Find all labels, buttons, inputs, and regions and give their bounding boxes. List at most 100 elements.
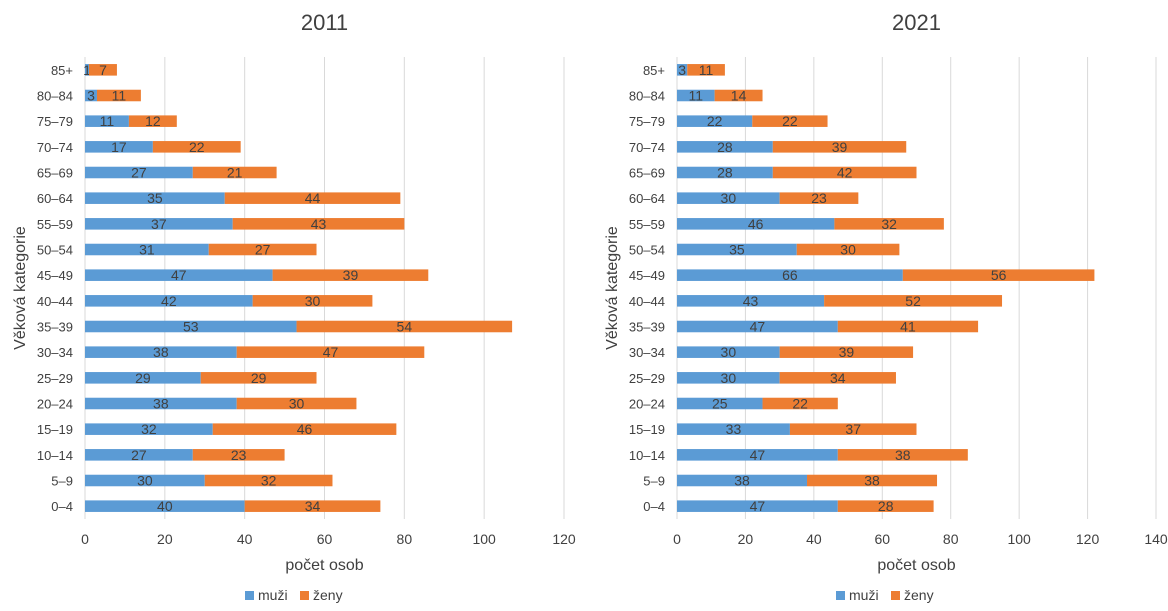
bar-zeny bbox=[772, 166, 917, 179]
legend-label: ženy bbox=[313, 587, 343, 603]
bar-muzi bbox=[85, 89, 97, 102]
data-label: 46 bbox=[748, 216, 764, 232]
bar-muzi bbox=[677, 64, 688, 76]
legend-label: muži bbox=[849, 587, 879, 603]
bar-muzi bbox=[85, 64, 89, 76]
bar-zeny bbox=[789, 423, 917, 435]
category-label: 0–4 bbox=[51, 499, 73, 514]
category-label: 40–44 bbox=[37, 294, 73, 309]
bar-zeny bbox=[714, 89, 763, 102]
x-tick-label: 140 bbox=[1144, 531, 1168, 547]
bar-muzi bbox=[85, 141, 153, 153]
data-label: 17 bbox=[111, 139, 127, 155]
data-label: 39 bbox=[839, 344, 855, 360]
bar-muzi bbox=[677, 295, 825, 307]
bar-muzi bbox=[85, 500, 245, 512]
data-label: 32 bbox=[261, 473, 277, 489]
category-label: 35–39 bbox=[37, 320, 73, 335]
bar-muzi bbox=[85, 166, 193, 179]
data-label: 23 bbox=[811, 190, 827, 206]
x-tick-label: 20 bbox=[157, 531, 173, 547]
data-label: 12 bbox=[145, 113, 161, 129]
bar-muzi bbox=[85, 192, 225, 204]
bar-zeny bbox=[232, 218, 405, 230]
category-label: 30–34 bbox=[629, 345, 665, 360]
x-tick-label: 20 bbox=[738, 531, 754, 547]
legend-swatch-zeny bbox=[300, 591, 309, 600]
chart-2021: 2021 0 20 40 60 80 100 120 140 0–4 47 28 5–9 38 38 10–1… bbox=[584, 0, 1168, 611]
data-label: 47 bbox=[750, 447, 766, 463]
data-label: 47 bbox=[750, 498, 766, 514]
x-tick-label: 80 bbox=[397, 531, 413, 547]
bar-muzi bbox=[85, 218, 233, 230]
data-label: 27 bbox=[131, 165, 147, 181]
bar-muzi bbox=[677, 423, 790, 435]
data-label: 30 bbox=[840, 242, 856, 258]
category-label: 60–64 bbox=[37, 191, 73, 206]
chart-svg: 2011 0 20 40 60 80 100 120 0–4 40 34 5–9 30 32 10–14 27… bbox=[12, 10, 576, 603]
bar-muzi bbox=[85, 346, 237, 358]
bar-zeny bbox=[236, 397, 357, 410]
data-label: 46 bbox=[297, 421, 313, 437]
bar-muzi bbox=[85, 243, 209, 256]
category-label: 75–79 bbox=[629, 114, 665, 129]
data-label: 47 bbox=[323, 344, 339, 360]
category-label: 65–69 bbox=[37, 166, 73, 181]
data-label: 43 bbox=[311, 216, 327, 232]
bar-zeny bbox=[902, 269, 1095, 281]
bar-zeny bbox=[200, 372, 317, 384]
x-tick-label: 120 bbox=[552, 531, 576, 547]
bar-muzi bbox=[677, 269, 903, 281]
data-label: 38 bbox=[734, 473, 750, 489]
category-label: 10–14 bbox=[37, 448, 73, 463]
category-label: 0–4 bbox=[643, 499, 665, 514]
bar-muzi bbox=[85, 474, 205, 487]
x-tick-label: 60 bbox=[874, 531, 890, 547]
legend-swatch-muzi bbox=[245, 591, 254, 600]
bar-zeny bbox=[212, 423, 397, 435]
bar-zeny bbox=[244, 500, 381, 512]
bar-muzi bbox=[85, 372, 201, 384]
bar-zeny bbox=[837, 320, 979, 333]
data-label: 30 bbox=[137, 473, 153, 489]
category-label: 20–24 bbox=[37, 397, 73, 412]
y-axis-label: Věková kategorie bbox=[604, 226, 621, 350]
data-label: 39 bbox=[343, 267, 359, 283]
category-label: 75–79 bbox=[37, 114, 73, 129]
data-label: 22 bbox=[782, 113, 798, 129]
data-label: 35 bbox=[729, 242, 745, 258]
data-label: 56 bbox=[991, 267, 1007, 283]
data-label: 37 bbox=[151, 216, 167, 232]
category-label: 85+ bbox=[643, 63, 665, 78]
data-label: 22 bbox=[792, 396, 808, 412]
chart-svg: 2021 0 20 40 60 80 100 120 140 0–4 47 28 5–9 38 38 10–1… bbox=[604, 10, 1168, 603]
bar-muzi bbox=[85, 295, 253, 307]
bar-zeny bbox=[296, 320, 513, 333]
data-label: 3 bbox=[87, 88, 95, 104]
category-label: 35–39 bbox=[629, 320, 665, 335]
category-label: 50–54 bbox=[37, 243, 73, 258]
data-label: 38 bbox=[864, 473, 880, 489]
data-label: 53 bbox=[183, 319, 199, 335]
data-label: 38 bbox=[153, 396, 169, 412]
data-label: 66 bbox=[782, 267, 798, 283]
bar-muzi bbox=[85, 320, 297, 333]
data-label: 30 bbox=[721, 370, 737, 386]
bar-zeny bbox=[772, 141, 907, 153]
bar-muzi bbox=[677, 397, 763, 410]
category-label: 55–59 bbox=[37, 217, 73, 232]
bar-zeny bbox=[837, 449, 968, 461]
category-label: 20–24 bbox=[629, 397, 665, 412]
bar-zeny bbox=[128, 115, 177, 127]
data-label: 38 bbox=[153, 344, 169, 360]
data-label: 27 bbox=[255, 242, 271, 258]
bar-zeny bbox=[224, 192, 401, 204]
legend-label: ženy bbox=[904, 587, 934, 603]
data-label: 11 bbox=[112, 88, 127, 104]
category-label: 30–34 bbox=[37, 345, 73, 360]
x-tick-label: 0 bbox=[81, 531, 89, 547]
bar-zeny bbox=[236, 346, 425, 358]
bar-zeny bbox=[779, 192, 859, 204]
x-tick-label: 40 bbox=[237, 531, 253, 547]
data-label: 29 bbox=[251, 370, 267, 386]
